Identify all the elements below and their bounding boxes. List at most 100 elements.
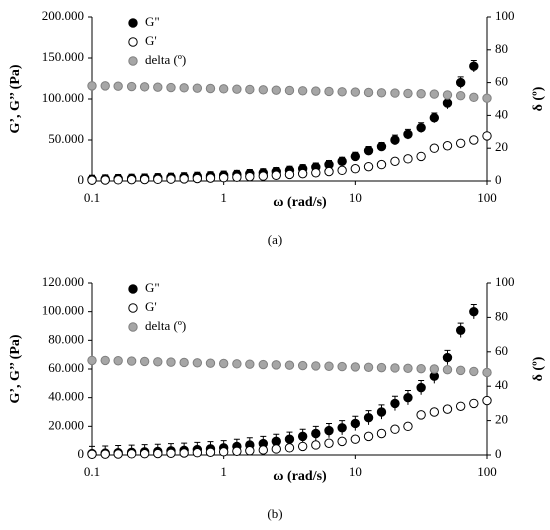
legend-marker [128, 37, 138, 47]
data-point [311, 428, 321, 439]
data-point [100, 175, 110, 185]
y-tick-label: 150.000 [42, 49, 84, 64]
data-point [429, 89, 440, 99]
data-point [337, 165, 347, 176]
data-point [324, 361, 334, 371]
data-point [192, 83, 203, 93]
data-point [429, 113, 440, 123]
x-axis-label: ω (rad/s) [273, 195, 327, 210]
data-point [245, 446, 255, 456]
data-point [100, 355, 110, 366]
y-tick-label: 40.000 [48, 389, 84, 404]
data-point [442, 141, 453, 151]
data-point [87, 355, 97, 366]
data-point [153, 82, 163, 92]
data-point [455, 325, 466, 335]
data-point [455, 401, 466, 411]
data-point [469, 398, 479, 409]
data-point [179, 448, 189, 458]
data-point [455, 91, 466, 101]
data-point [205, 173, 216, 183]
data-point [390, 156, 400, 167]
y2-tick-label: 60 [495, 74, 508, 89]
data-point [179, 357, 189, 368]
data-point [363, 145, 374, 156]
data-point [469, 61, 479, 71]
data-point [376, 407, 387, 417]
y2-tick-label: 40 [495, 377, 508, 392]
data-point [126, 449, 137, 459]
data-point [284, 360, 295, 370]
data-point [218, 358, 229, 369]
data-point [469, 366, 479, 377]
data-point [284, 169, 295, 180]
data-point [245, 171, 255, 182]
data-point [284, 434, 295, 444]
data-point [153, 174, 163, 185]
y-tick-label: 100.000 [42, 90, 84, 105]
y2-tick-label: 20 [495, 412, 508, 427]
data-point [311, 361, 321, 371]
legend-label: G" [145, 280, 160, 295]
data-point [376, 362, 387, 373]
data-point [324, 166, 334, 177]
data-point [179, 83, 189, 93]
y2-tick-label: 100 [495, 8, 515, 23]
data-point [442, 364, 453, 375]
data-point [482, 93, 492, 103]
data-point [153, 448, 163, 459]
data-point [179, 174, 189, 184]
y2-tick-label: 60 [495, 343, 508, 358]
data-point [455, 138, 466, 148]
data-point [153, 357, 163, 367]
x-tick-label: 0.1 [84, 464, 100, 479]
data-point [390, 398, 400, 409]
data-point [403, 363, 413, 374]
y2-tick-label: 0 [495, 172, 502, 187]
data-point [87, 81, 97, 91]
data-point [297, 441, 308, 452]
data-point [245, 84, 255, 95]
x-tick-label: 0.1 [84, 190, 100, 205]
data-point [324, 425, 334, 436]
data-point [245, 359, 255, 369]
data-point [218, 84, 229, 94]
data-point [429, 143, 440, 153]
x-tick-label: 100 [477, 190, 497, 205]
legend-marker [128, 303, 138, 313]
data-point [416, 151, 426, 162]
data-point [337, 87, 347, 97]
data-point [469, 306, 479, 317]
data-point [126, 174, 137, 185]
data-point [271, 444, 281, 454]
data-point [205, 447, 216, 457]
y-tick-label: 120.000 [42, 274, 84, 289]
data-point [403, 88, 413, 99]
data-point [363, 161, 374, 172]
data-point [455, 365, 466, 376]
legend-marker [128, 56, 138, 66]
data-point [232, 446, 242, 456]
data-point [442, 352, 453, 363]
data-point [126, 81, 137, 92]
data-point [350, 362, 361, 372]
y2-tick-label: 40 [495, 106, 508, 121]
y-tick-label: 20.000 [48, 417, 84, 432]
data-point [469, 92, 479, 103]
y-axis-label: G’, G’’ (Pa) [8, 334, 23, 403]
data-point [403, 154, 413, 164]
data-point [442, 98, 453, 108]
data-point [337, 361, 347, 372]
data-point [271, 85, 281, 95]
data-point [455, 77, 466, 88]
data-point [139, 449, 150, 459]
data-point [482, 367, 492, 378]
x-tick-label: 1 [220, 464, 227, 479]
data-point [271, 170, 281, 180]
y-tick-label: 0 [78, 172, 85, 187]
data-point [376, 141, 387, 152]
data-point [166, 357, 176, 367]
data-point [403, 421, 413, 432]
x-tick-label: 10 [349, 464, 362, 479]
